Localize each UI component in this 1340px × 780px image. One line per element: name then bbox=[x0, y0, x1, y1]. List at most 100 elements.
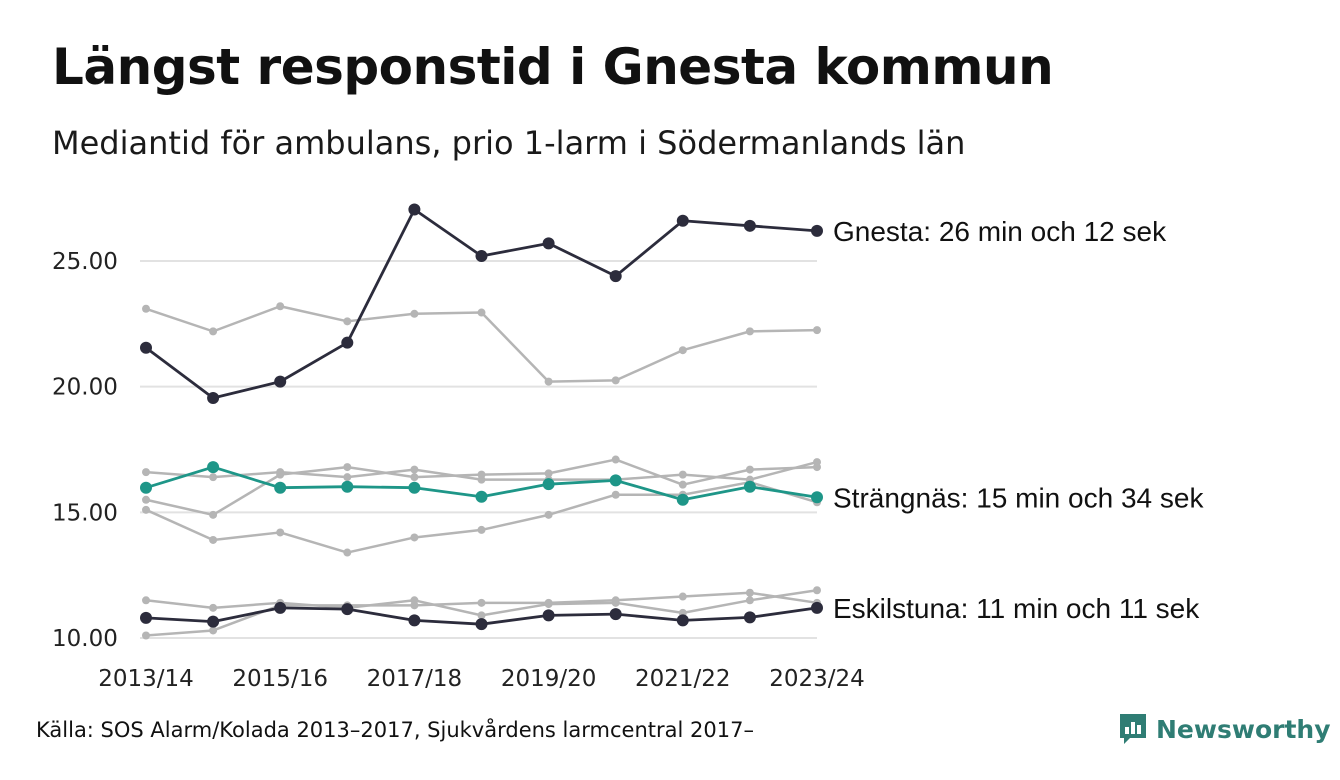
data-point bbox=[207, 461, 220, 474]
background-data-point bbox=[410, 465, 419, 474]
background-data-point bbox=[678, 470, 687, 479]
data-point bbox=[609, 474, 622, 487]
background-data-point bbox=[142, 304, 150, 313]
background-data-point bbox=[745, 465, 754, 474]
data-point bbox=[207, 391, 220, 404]
series-label: Eskilstuna: 11 min och 11 sek bbox=[833, 593, 1200, 624]
background-data-point bbox=[142, 631, 150, 640]
background-data-point bbox=[544, 377, 553, 386]
data-point bbox=[676, 614, 689, 627]
background-data-point bbox=[544, 469, 553, 478]
data-point bbox=[341, 336, 354, 349]
background-data-point bbox=[477, 470, 486, 479]
series-label: Gnesta: 26 min och 12 sek bbox=[833, 216, 1167, 247]
background-data-point bbox=[477, 598, 486, 607]
background-series bbox=[142, 302, 821, 640]
background-data-point bbox=[343, 317, 352, 326]
background-data-point bbox=[544, 510, 553, 519]
data-point bbox=[811, 601, 823, 614]
data-point bbox=[140, 341, 152, 354]
grid-lines bbox=[140, 260, 817, 639]
background-data-point bbox=[678, 480, 687, 489]
x-tick-label: 2023/24 bbox=[769, 666, 865, 692]
data-point bbox=[274, 375, 287, 388]
y-tick-label: 25.00 bbox=[52, 249, 118, 275]
data-point bbox=[542, 478, 555, 491]
data-point bbox=[140, 481, 152, 494]
background-data-point bbox=[611, 455, 620, 464]
x-tick-label: 2013/14 bbox=[98, 666, 194, 692]
data-point bbox=[475, 249, 488, 262]
background-data-point bbox=[343, 473, 352, 482]
data-point bbox=[341, 603, 354, 616]
data-point bbox=[743, 480, 756, 493]
data-point bbox=[542, 237, 555, 250]
data-point bbox=[743, 611, 756, 624]
background-data-point bbox=[276, 302, 285, 311]
series-labels: Gnesta: 26 min och 12 sek Strängnäs: 15 m… bbox=[833, 216, 1204, 624]
background-data-point bbox=[745, 327, 754, 336]
highlighted-series bbox=[140, 203, 823, 631]
data-point bbox=[341, 480, 354, 493]
background-data-point bbox=[410, 533, 419, 542]
chart-title: Längst responstid i Gnesta kommun bbox=[52, 38, 1054, 96]
data-point bbox=[475, 618, 488, 631]
background-data-point bbox=[276, 528, 285, 537]
newsworthy-logo-icon bbox=[1120, 714, 1146, 744]
brand[interactable]: Newsworthy bbox=[1118, 712, 1331, 746]
data-point bbox=[743, 219, 756, 232]
background-data-point bbox=[813, 326, 821, 335]
background-data-point bbox=[477, 611, 486, 620]
background-data-point bbox=[142, 596, 150, 605]
data-point bbox=[811, 491, 823, 504]
data-point bbox=[408, 203, 421, 216]
background-data-point bbox=[343, 548, 352, 557]
background-data-point bbox=[209, 510, 218, 519]
background-data-point bbox=[410, 473, 419, 482]
series-line bbox=[145, 208, 818, 400]
data-point bbox=[676, 493, 689, 506]
source-note: Källa: SOS Alarm/Kolada 2013–2017, Sjukv… bbox=[36, 718, 754, 742]
background-data-point bbox=[209, 535, 218, 544]
x-axis-ticks: 2013/14 2015/16 2017/18 2019/20 2021/22 2023/… bbox=[98, 666, 865, 692]
y-tick-label: 10.00 bbox=[52, 626, 118, 652]
background-data-point bbox=[477, 308, 486, 317]
background-data-point bbox=[209, 626, 218, 635]
background-data-point bbox=[142, 505, 150, 514]
data-point bbox=[140, 611, 152, 624]
background-data-point bbox=[142, 468, 150, 477]
data-point bbox=[542, 609, 555, 622]
background-data-point bbox=[611, 376, 620, 385]
background-data-point bbox=[343, 463, 352, 472]
background-data-point bbox=[410, 601, 419, 610]
background-data-point bbox=[611, 490, 620, 499]
background-data-point bbox=[142, 495, 150, 504]
y-tick-label: 15.00 bbox=[52, 500, 118, 526]
background-data-point bbox=[678, 592, 687, 601]
x-tick-label: 2021/22 bbox=[635, 666, 731, 692]
brand-name: Newsworthy bbox=[1156, 714, 1331, 744]
background-data-point bbox=[209, 603, 218, 612]
data-point bbox=[609, 270, 622, 283]
data-point bbox=[274, 601, 287, 614]
background-data-point bbox=[813, 463, 821, 472]
x-tick-label: 2019/20 bbox=[501, 666, 597, 692]
data-point bbox=[408, 481, 421, 494]
background-data-point bbox=[678, 346, 687, 355]
background-data-point bbox=[410, 309, 419, 318]
data-point bbox=[274, 481, 287, 494]
background-data-point bbox=[209, 473, 218, 482]
background-data-point bbox=[477, 525, 486, 534]
background-data-point bbox=[611, 596, 620, 605]
data-point bbox=[207, 615, 220, 628]
background-data-point bbox=[813, 586, 821, 595]
y-axis-ticks: 10.00 15.00 20.00 25.00 bbox=[52, 249, 118, 652]
background-data-point bbox=[276, 470, 285, 479]
series-label: Strängnäs: 15 min och 34 sek bbox=[833, 482, 1204, 513]
data-point bbox=[609, 608, 622, 621]
data-point bbox=[811, 224, 823, 237]
y-tick-label: 20.00 bbox=[52, 375, 118, 401]
background-data-point bbox=[209, 327, 218, 336]
background-data-point bbox=[544, 598, 553, 607]
background-series-line bbox=[145, 304, 818, 383]
